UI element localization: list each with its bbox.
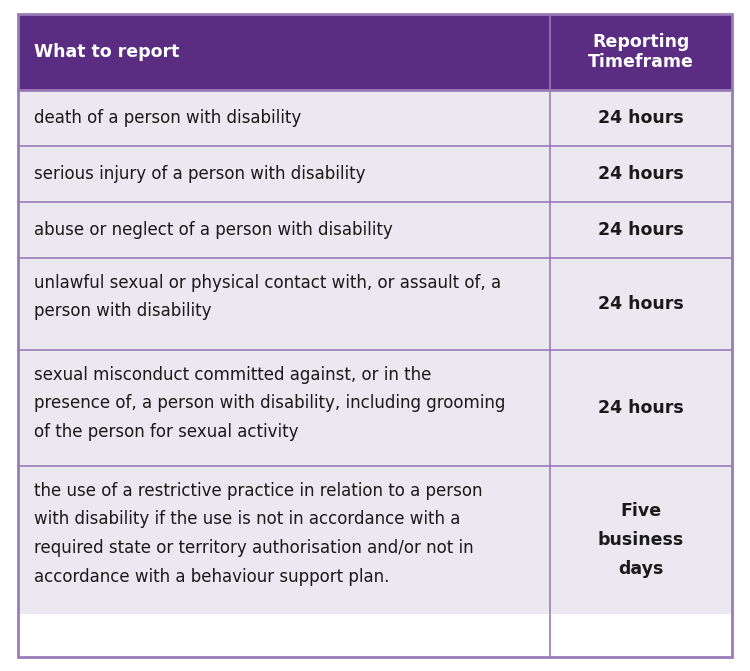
- Text: abuse or neglect of a person with disability: abuse or neglect of a person with disabi…: [34, 221, 393, 239]
- Text: 24 hours: 24 hours: [598, 221, 684, 239]
- Text: the use of a restrictive practice in relation to a person
with disability if the: the use of a restrictive practice in rel…: [34, 482, 482, 586]
- Text: Reporting
Timeframe: Reporting Timeframe: [588, 33, 694, 71]
- Bar: [18, 466, 732, 614]
- Text: unlawful sexual or physical contact with, or assault of, a
person with disabilit: unlawful sexual or physical contact with…: [34, 274, 501, 321]
- Text: What to report: What to report: [34, 43, 179, 61]
- Text: 24 hours: 24 hours: [598, 399, 684, 417]
- Bar: [18, 350, 732, 466]
- Bar: [18, 258, 732, 350]
- Bar: [18, 202, 732, 258]
- Text: 24 hours: 24 hours: [598, 295, 684, 313]
- Text: Five
business
days: Five business days: [598, 503, 684, 578]
- Text: death of a person with disability: death of a person with disability: [34, 109, 302, 127]
- Bar: [18, 146, 732, 202]
- Text: serious injury of a person with disability: serious injury of a person with disabili…: [34, 165, 365, 183]
- Text: sexual misconduct committed against, or in the
presence of, a person with disabi: sexual misconduct committed against, or …: [34, 366, 506, 441]
- Bar: [18, 90, 732, 146]
- Text: 24 hours: 24 hours: [598, 165, 684, 183]
- Text: 24 hours: 24 hours: [598, 109, 684, 127]
- Bar: [18, 14, 732, 90]
